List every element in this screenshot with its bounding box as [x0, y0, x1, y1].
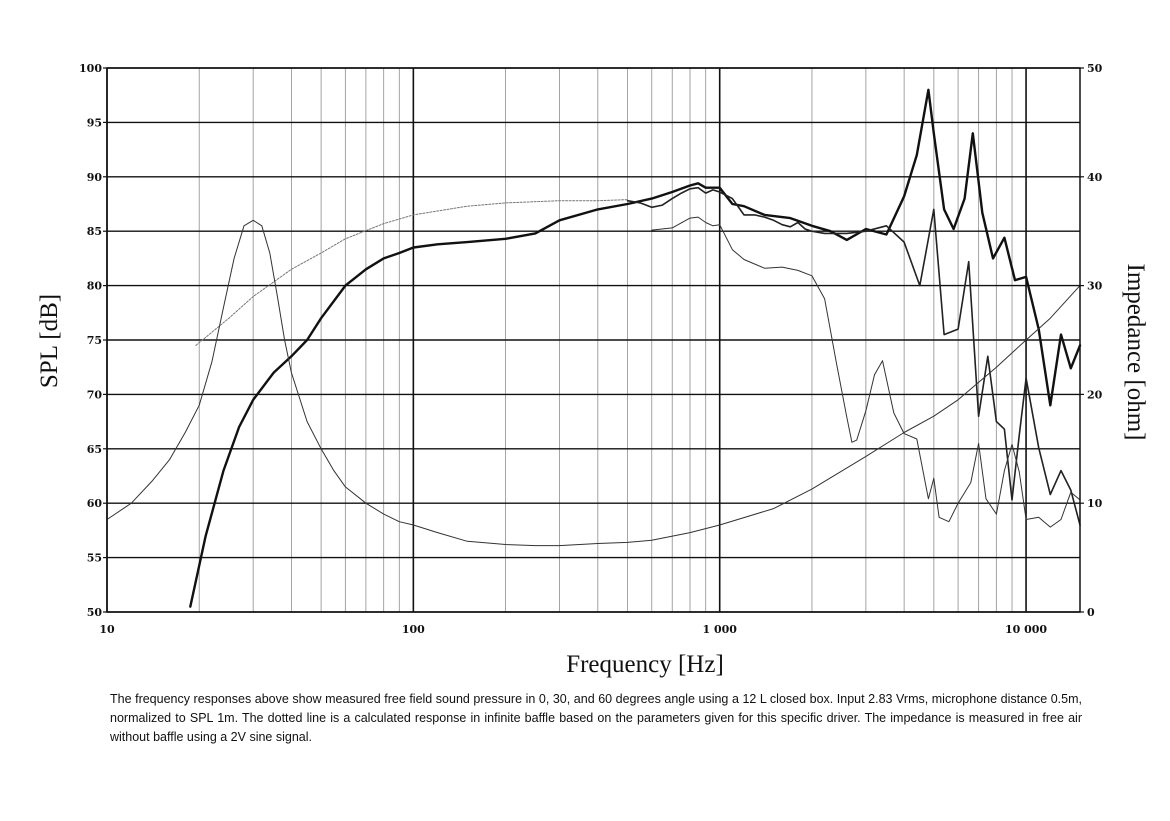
- chart-caption: The frequency responses above show measu…: [110, 692, 1082, 744]
- frequency-response-chart: 50 55 60 65 70 75 80 85 90 95 100 0 10 20 30 40 50 10 100 1…: [36, 62, 1149, 678]
- y-tick-label: 100: [79, 62, 102, 75]
- y-tick-label: 65: [87, 443, 102, 456]
- y2-tick-label: 20: [1087, 388, 1103, 401]
- y2-tick-label: 40: [1087, 171, 1103, 184]
- y-tick-label: 50: [87, 606, 103, 619]
- y2-tick-label: 10: [1087, 497, 1103, 510]
- grid: [106, 67, 1080, 613]
- series-group: [106, 88, 1082, 608]
- y-axis-title: SPL [dB]: [36, 294, 63, 388]
- y-tick-label: 60: [87, 497, 103, 510]
- x-tick-label: 10: [99, 623, 115, 636]
- y-tick-label: 80: [87, 280, 103, 293]
- spl-curve-3: [651, 216, 1081, 528]
- y-tick-label: 55: [87, 552, 102, 565]
- x-tick-label: 10 000: [1005, 623, 1047, 636]
- y2-axis-title: Impedance [ohm]: [1122, 263, 1149, 440]
- impedance-curve: [106, 219, 1081, 547]
- y-tick-label: 95: [87, 116, 102, 129]
- spl-curve-2: [626, 186, 1081, 526]
- spl-curve-1: [189, 88, 1082, 608]
- y2-tick-label: 50: [1087, 62, 1103, 75]
- y-tick-label: 90: [87, 171, 103, 184]
- y2-tick-label: 0: [1087, 606, 1095, 619]
- tick-labels: 50 55 60 65 70 75 80 85 90 95 100 0 10 20 30 40 50 10 100 1…: [79, 62, 1103, 636]
- y-tick-label: 70: [87, 388, 103, 401]
- y-tick-label: 85: [87, 225, 102, 238]
- x-axis-title: Frequency [Hz]: [566, 651, 724, 678]
- x-tick-label: 1 000: [702, 623, 737, 636]
- y-tick-label: 75: [87, 334, 102, 347]
- spl-curve-4: [195, 199, 628, 346]
- x-tick-label: 100: [402, 623, 425, 636]
- y2-tick-label: 30: [1087, 280, 1103, 293]
